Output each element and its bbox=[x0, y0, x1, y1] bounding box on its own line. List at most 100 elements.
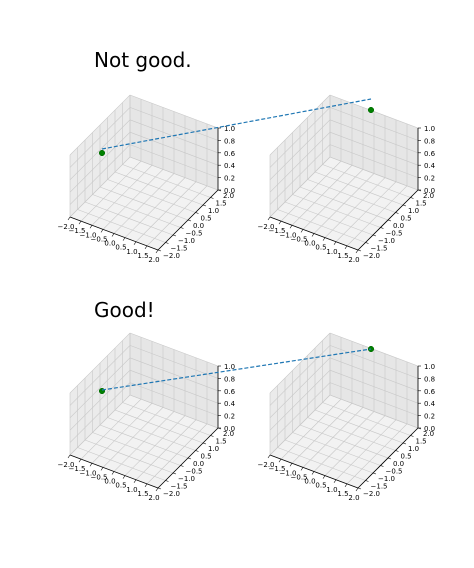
grid-line bbox=[269, 345, 331, 406]
x-tick-label: 2.0 bbox=[348, 494, 359, 502]
y-tick-label: 0.5 bbox=[401, 453, 412, 461]
x-tick-label: −2.0 bbox=[258, 461, 275, 469]
grid-line bbox=[146, 423, 208, 485]
y-tick bbox=[195, 450, 199, 452]
x-tick bbox=[278, 458, 282, 463]
grid-line bbox=[69, 357, 131, 419]
grid-line bbox=[269, 131, 331, 193]
x-tick-label: 1.5 bbox=[137, 490, 148, 498]
y-tick-label: 0.0 bbox=[193, 460, 204, 468]
y-tick-label: −1.0 bbox=[378, 475, 395, 483]
y-tick-label: −0.5 bbox=[386, 468, 403, 476]
x-tick bbox=[144, 245, 148, 250]
x-tick-label: 0.0 bbox=[104, 240, 115, 248]
connector-line bbox=[101, 98, 372, 150]
grid-line bbox=[269, 332, 331, 394]
y-tick bbox=[172, 234, 177, 237]
y-tick bbox=[365, 480, 369, 482]
data-point bbox=[98, 149, 106, 157]
y-tick bbox=[372, 472, 377, 475]
x-tick-label: 1.5 bbox=[137, 252, 148, 260]
z-tick-label: 0.8 bbox=[424, 137, 435, 145]
x-tick bbox=[78, 458, 82, 463]
y-tick bbox=[187, 457, 192, 460]
y-tick bbox=[402, 442, 407, 445]
x-tick-label: 2.0 bbox=[148, 256, 159, 264]
x-tick-label: −1.5 bbox=[269, 227, 286, 235]
grid-line bbox=[122, 164, 211, 198]
y-tick bbox=[165, 480, 169, 482]
grid-line bbox=[69, 131, 131, 193]
y-tick bbox=[157, 487, 162, 490]
x-tick-label: −1.0 bbox=[80, 469, 97, 477]
z-tick-label: 0.8 bbox=[224, 375, 235, 383]
x-tick-label: −0.5 bbox=[291, 235, 308, 243]
y-tick-label: −0.5 bbox=[186, 230, 203, 238]
z-tick-label: 0.6 bbox=[224, 388, 236, 396]
grid-line bbox=[269, 357, 331, 419]
x-tick-label: 0.5 bbox=[315, 244, 326, 252]
y-tick-label: 0.0 bbox=[393, 222, 404, 230]
z-tick-label: 0.4 bbox=[224, 162, 236, 170]
grid-line bbox=[299, 424, 389, 459]
x-tick-label: −1.5 bbox=[69, 227, 86, 235]
grid-line bbox=[107, 179, 196, 213]
x-tick-label: 1.5 bbox=[337, 490, 348, 498]
x-tick-label: 0.5 bbox=[315, 482, 326, 490]
x-tick-label: 1.0 bbox=[126, 486, 137, 494]
x-tick bbox=[355, 487, 359, 492]
y-tick-label: −0.5 bbox=[186, 468, 203, 476]
x-tick-label: 0.0 bbox=[104, 478, 115, 486]
y-tick-label: 2.0 bbox=[223, 192, 234, 200]
y-tick bbox=[395, 450, 399, 452]
y-tick-label: −1.5 bbox=[171, 483, 188, 491]
data-point bbox=[98, 387, 106, 395]
y-tick-label: −0.5 bbox=[386, 230, 403, 238]
x-tick bbox=[333, 241, 337, 245]
y-tick-label: 1.0 bbox=[408, 445, 419, 453]
grid-line bbox=[269, 369, 331, 431]
y-tick-label: −2.0 bbox=[163, 490, 180, 498]
grid-line bbox=[314, 171, 404, 206]
grid-line bbox=[322, 164, 411, 198]
z-tick-label: 0.0 bbox=[224, 425, 235, 433]
x-tick bbox=[355, 249, 359, 254]
grid-line bbox=[135, 181, 197, 242]
axes3d-top-left: −2.0−1.5−1.0−0.50.00.51.01.52.0 −2.0−1.5−… bbox=[58, 94, 236, 264]
x-tick-label: −1.5 bbox=[269, 465, 286, 473]
y-tick bbox=[210, 197, 214, 199]
y-tick bbox=[380, 465, 384, 467]
x-tick bbox=[267, 216, 271, 221]
y-tick bbox=[357, 487, 362, 490]
y-tick bbox=[410, 197, 414, 199]
y-tick-label: 1.5 bbox=[216, 200, 227, 208]
x-tick-label: −2.0 bbox=[58, 223, 75, 231]
grid-line bbox=[269, 394, 331, 456]
y-tick-label: −2.0 bbox=[363, 490, 380, 498]
x-tick-label: 2.0 bbox=[348, 256, 359, 264]
y-tick-label: 1.0 bbox=[208, 445, 219, 453]
grid-line bbox=[69, 107, 131, 168]
x-tick-label: −1.0 bbox=[280, 469, 297, 477]
z-tick-label: 0.8 bbox=[224, 137, 235, 145]
x-tick-label: −0.5 bbox=[291, 473, 308, 481]
z-tick-label: 1.0 bbox=[424, 125, 435, 133]
grid-line bbox=[307, 417, 396, 451]
x-tick bbox=[333, 479, 337, 483]
y-tick-label: 2.0 bbox=[223, 430, 234, 438]
x-tick-label: 0.0 bbox=[304, 478, 315, 486]
z-tick-label: 1.0 bbox=[224, 363, 235, 371]
x-tick-label: −0.5 bbox=[91, 473, 108, 481]
title-not-good: Not good. bbox=[94, 48, 192, 72]
grid-line bbox=[99, 186, 189, 221]
x-tick bbox=[300, 467, 304, 471]
x-tick-label: 1.0 bbox=[326, 248, 337, 256]
grid-line bbox=[114, 409, 204, 444]
grid-line bbox=[69, 394, 131, 456]
y-tick-label: 1.0 bbox=[408, 207, 419, 215]
x-tick bbox=[344, 483, 348, 488]
x-tick bbox=[155, 249, 159, 254]
grid-line bbox=[107, 417, 196, 451]
z-tick-label: 0.2 bbox=[424, 413, 435, 421]
x-tick-label: 1.5 bbox=[337, 252, 348, 260]
